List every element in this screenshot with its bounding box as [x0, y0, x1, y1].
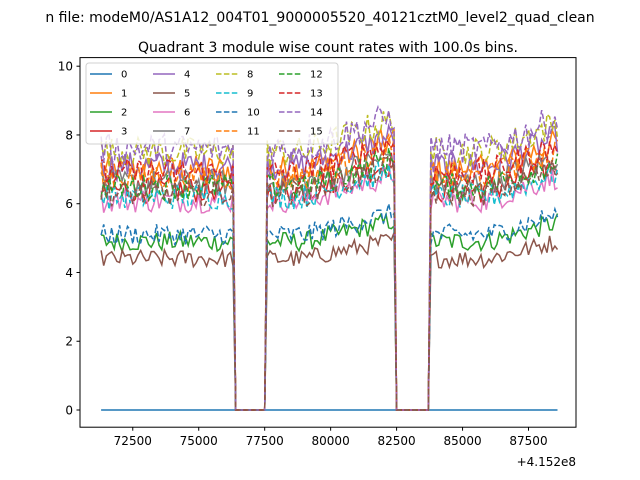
legend-box: [85, 62, 339, 145]
legend-label-12: 12: [310, 70, 323, 81]
legend-label-1: 1: [121, 89, 127, 100]
x-tick-label: 77500: [246, 434, 284, 448]
x-tick-label: 72500: [114, 434, 152, 448]
legend-label-9: 9: [247, 89, 253, 100]
series-line-5: [100, 232, 559, 411]
y-axis: 0 2 4 6 8 10: [58, 60, 80, 418]
y-tick-label: 2: [65, 335, 73, 349]
legend-label-13: 13: [310, 89, 323, 100]
y-tick-label: 8: [65, 128, 73, 142]
legend-label-0: 0: [121, 70, 127, 81]
legend-label-15: 15: [310, 127, 323, 138]
legend-label-2: 2: [121, 108, 127, 119]
chart-suptitle: n file: modeM0/AS1A12_004T01_9000005520_…: [45, 10, 594, 26]
legend-label-8: 8: [247, 70, 253, 81]
series-line-10: [100, 203, 559, 411]
y-tick-label: 6: [65, 197, 73, 211]
y-tick-label: 0: [65, 404, 73, 418]
series-line-2: [100, 211, 559, 411]
series-line-8: [100, 111, 559, 411]
chart-title: Quadrant 3 module wise count rates with …: [138, 40, 518, 56]
series-line-15: [100, 155, 558, 411]
series-line-12: [100, 148, 559, 411]
legend-label-7: 7: [184, 127, 190, 138]
legend-label-11: 11: [247, 127, 260, 138]
x-tick-label: 87500: [509, 434, 547, 448]
x-axis: 72500 75000 77500 80000 82500 85000 87500: [114, 427, 548, 448]
x-offset-label: +4.152e8: [517, 455, 576, 469]
x-tick-label: 75000: [180, 434, 218, 448]
x-tick-label: 85000: [443, 434, 481, 448]
series-line-7: [100, 149, 559, 411]
legend-label-3: 3: [121, 127, 127, 138]
legend-label-10: 10: [247, 108, 260, 119]
y-tick-label: 10: [58, 60, 73, 74]
series-line-6: [100, 163, 558, 411]
legend-label-6: 6: [184, 108, 190, 119]
legend-label-4: 4: [184, 70, 190, 81]
x-tick-label: 80000: [312, 434, 350, 448]
plot-lines: [100, 105, 559, 411]
series-line-13: [100, 138, 559, 411]
legend-label-14: 14: [310, 108, 323, 119]
legend-label-5: 5: [184, 89, 190, 100]
axes-frame: [79, 57, 577, 428]
y-tick-label: 4: [65, 266, 73, 280]
x-tick-label: 82500: [378, 434, 416, 448]
